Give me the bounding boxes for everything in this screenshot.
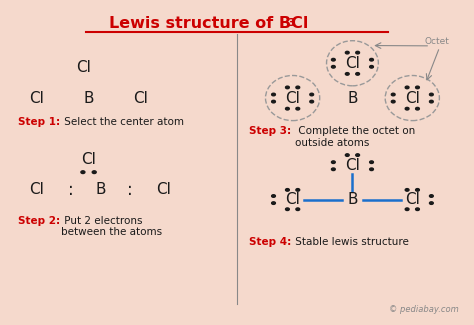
Circle shape [296, 86, 300, 89]
Circle shape [370, 58, 374, 61]
Text: :: : [68, 181, 74, 199]
Text: Step 2:: Step 2: [18, 216, 60, 226]
Circle shape [272, 100, 275, 103]
Circle shape [370, 66, 374, 68]
Text: Cl: Cl [76, 60, 91, 75]
Circle shape [356, 51, 359, 54]
Circle shape [416, 107, 419, 110]
Circle shape [346, 72, 349, 75]
Text: Lewis structure of BCl: Lewis structure of BCl [109, 16, 309, 31]
Circle shape [346, 154, 349, 156]
Circle shape [272, 195, 275, 197]
Text: Cl: Cl [156, 182, 172, 197]
Text: Cl: Cl [405, 91, 420, 106]
Circle shape [310, 93, 314, 96]
Circle shape [92, 171, 96, 174]
Text: B: B [347, 91, 358, 106]
Circle shape [405, 208, 409, 211]
Circle shape [346, 51, 349, 54]
Text: Select the center atom: Select the center atom [61, 117, 184, 127]
Circle shape [392, 100, 395, 103]
Circle shape [331, 66, 335, 68]
Text: Put 2 electrons
between the atoms: Put 2 electrons between the atoms [61, 216, 163, 237]
Circle shape [356, 72, 359, 75]
Circle shape [429, 100, 433, 103]
Circle shape [331, 161, 335, 163]
Text: Step 4:: Step 4: [249, 237, 291, 247]
Circle shape [331, 168, 335, 171]
Text: Cl: Cl [285, 192, 300, 207]
Circle shape [285, 208, 289, 211]
Circle shape [310, 100, 314, 103]
Text: B: B [347, 192, 358, 207]
Text: Cl: Cl [345, 158, 360, 173]
Circle shape [356, 154, 359, 156]
Circle shape [370, 161, 374, 163]
Circle shape [429, 202, 433, 204]
Text: Octet: Octet [425, 37, 450, 46]
Text: Cl: Cl [285, 91, 300, 106]
Text: :: : [127, 181, 132, 199]
Circle shape [416, 188, 419, 191]
Circle shape [272, 202, 275, 204]
Text: Complete the octet on
outside atoms: Complete the octet on outside atoms [295, 126, 415, 148]
Circle shape [331, 58, 335, 61]
Circle shape [285, 107, 289, 110]
Text: Cl: Cl [133, 91, 148, 106]
Circle shape [405, 107, 409, 110]
Circle shape [285, 188, 289, 191]
Text: Cl: Cl [345, 56, 360, 71]
Text: Cl: Cl [29, 182, 44, 197]
Text: Cl: Cl [405, 192, 420, 207]
Circle shape [296, 107, 300, 110]
Circle shape [416, 208, 419, 211]
Text: B: B [83, 91, 94, 106]
Circle shape [370, 168, 374, 171]
Circle shape [285, 86, 289, 89]
Circle shape [296, 208, 300, 211]
Text: Step 1:: Step 1: [18, 117, 60, 127]
Text: © pediabay.com: © pediabay.com [389, 305, 458, 314]
Circle shape [429, 195, 433, 197]
Text: 3: 3 [287, 18, 295, 28]
Circle shape [416, 86, 419, 89]
Circle shape [392, 93, 395, 96]
Text: Cl: Cl [81, 152, 96, 167]
Text: B: B [95, 182, 106, 197]
Circle shape [405, 188, 409, 191]
Text: Cl: Cl [29, 91, 44, 106]
Circle shape [296, 188, 300, 191]
Text: Stable lewis structure: Stable lewis structure [292, 237, 409, 247]
Circle shape [429, 93, 433, 96]
Circle shape [405, 86, 409, 89]
Circle shape [81, 171, 85, 174]
Text: Step 3:: Step 3: [249, 126, 291, 136]
Circle shape [272, 93, 275, 96]
